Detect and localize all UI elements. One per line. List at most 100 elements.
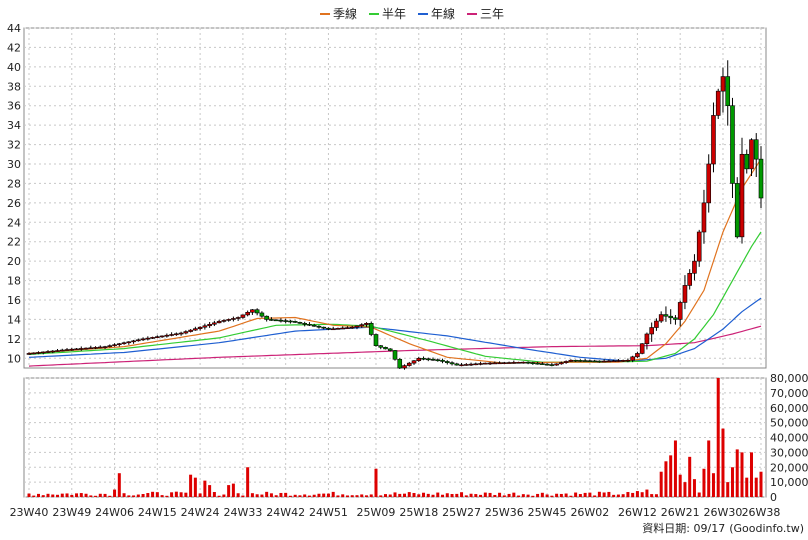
volume-bar: [650, 494, 654, 497]
candle-body: [435, 359, 441, 362]
x-tick-label: 24W06: [95, 506, 134, 519]
volume-bar: [165, 495, 169, 497]
candle-body: [259, 312, 265, 317]
volume-bar: [498, 492, 502, 497]
volume-bar: [27, 493, 31, 497]
candle-body: [758, 158, 764, 199]
volume-bar: [493, 494, 497, 497]
volume-bar: [550, 495, 554, 497]
volume-bar: [388, 494, 392, 497]
volume-bar: [403, 493, 407, 497]
candle-body: [444, 361, 450, 363]
volume-bar: [41, 495, 45, 497]
volume-bar: [269, 493, 273, 497]
candle-body: [568, 359, 574, 362]
volume-bar: [659, 471, 663, 497]
volume-bar: [108, 495, 112, 497]
chart-legend: 季線 半年 年線 三年: [320, 6, 504, 21]
candle-body: [150, 337, 155, 339]
candle-body: [734, 183, 740, 238]
candle-body: [340, 327, 346, 330]
candle-body: [535, 362, 540, 365]
volume-bar: [555, 493, 559, 497]
volume-bar: [745, 477, 749, 497]
x-tick-label: 26W38: [742, 506, 781, 519]
candle-body: [359, 324, 365, 327]
candle-body: [202, 325, 208, 328]
legend-label: 年線: [431, 6, 455, 21]
ma-quarter-line: [28, 158, 762, 364]
volume-bar: [640, 492, 644, 497]
candle-body: [387, 348, 393, 351]
volume-bar: [716, 378, 720, 497]
volume-bar: [75, 493, 79, 497]
volume-bar: [79, 493, 83, 497]
x-tick-label: 26W30: [704, 506, 743, 519]
price-tick-label: 42: [7, 41, 21, 54]
volume-bar: [626, 492, 630, 497]
volume-tick-label: 20,000: [770, 461, 808, 474]
candle-body: [730, 105, 735, 184]
volume-bar: [203, 480, 207, 497]
volume-bar: [293, 494, 297, 497]
volume-bar: [117, 473, 121, 497]
candle-body: [559, 362, 564, 365]
price-tick-label: 32: [7, 139, 21, 152]
volume-bar: [445, 493, 449, 497]
x-tick-label: 25W27: [442, 506, 481, 519]
volume-bar: [469, 493, 473, 497]
candle-body: [59, 349, 65, 352]
candle-body: [373, 334, 379, 346]
volume-bar: [669, 455, 673, 497]
candle-body: [302, 323, 307, 325]
candle-body: [701, 202, 707, 233]
candle-body: [582, 360, 588, 362]
candle-body: [368, 323, 374, 335]
volume-bar: [455, 493, 459, 497]
price-tick-label: 12: [7, 333, 21, 346]
price-tick-label: 26: [7, 197, 21, 210]
candle-body: [416, 357, 422, 362]
volume-bar: [208, 485, 212, 497]
volume-tick-label: 80,000: [770, 372, 808, 385]
candle-body: [492, 362, 498, 365]
volume-bar: [193, 477, 197, 497]
candle-body: [117, 343, 122, 346]
volume-bar: [441, 494, 445, 497]
candle-body: [402, 365, 407, 369]
x-tick-label: 23W40: [10, 506, 49, 519]
volume-bar: [70, 494, 74, 497]
candle-body: [55, 350, 60, 352]
candle-body: [692, 260, 697, 274]
candle-body: [254, 309, 260, 314]
candle-body: [715, 90, 721, 116]
volume-bar: [678, 474, 682, 497]
volume-bar: [593, 495, 597, 497]
volume-bar: [231, 483, 235, 497]
candle-body: [197, 326, 203, 329]
candle-body: [221, 320, 227, 322]
volume-bar: [607, 491, 611, 497]
candle-body: [188, 329, 193, 332]
candle-body: [663, 314, 669, 317]
volume-bar: [336, 495, 340, 497]
candle-body: [658, 314, 664, 322]
volume-bar: [341, 494, 345, 497]
volume-bar: [578, 494, 582, 497]
volume-bar: [345, 495, 349, 497]
x-tick-label: 25W18: [399, 506, 438, 519]
candle-body: [554, 363, 559, 366]
volume-bar: [711, 473, 715, 497]
candle-body: [425, 358, 431, 361]
candle-body: [502, 362, 507, 364]
volume-bar: [707, 440, 711, 497]
candle-body: [131, 340, 136, 343]
volume-bar: [360, 494, 364, 497]
volume-bar: [574, 492, 578, 497]
price-tick-label: 30: [7, 158, 21, 171]
candle-body: [321, 326, 327, 329]
volume-bar: [597, 491, 601, 497]
volume-bar: [288, 495, 292, 497]
